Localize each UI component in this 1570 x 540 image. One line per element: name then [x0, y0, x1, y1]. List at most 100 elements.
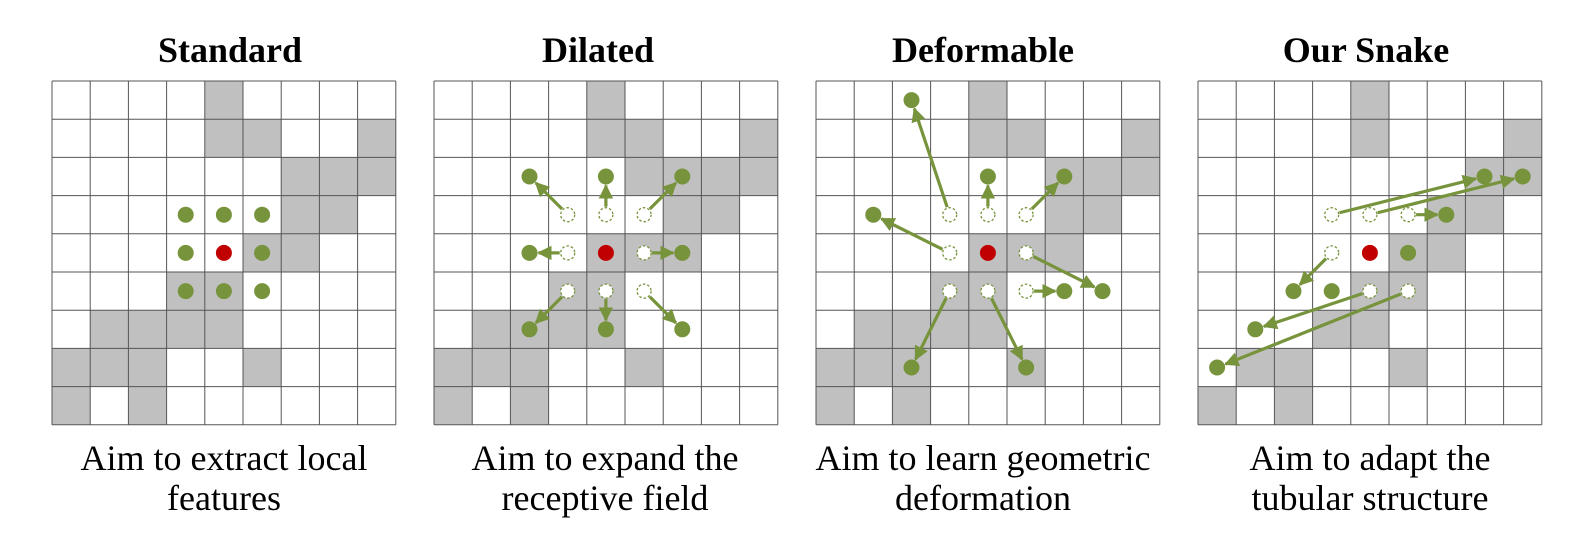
original-position-marker: [560, 283, 576, 299]
panel-title-our-snake: Our Snake: [1283, 30, 1449, 70]
caption-dilated-line-1: Aim to expand the: [472, 438, 739, 478]
original-position-marker: [1324, 245, 1340, 261]
grid-standard: [51, 80, 397, 426]
original-position-marker: [1018, 245, 1034, 261]
offset-arrow: [1032, 255, 1096, 289]
sampling-point: [521, 168, 538, 185]
shaded-cell: [281, 195, 320, 234]
sampling-point: [1285, 283, 1302, 300]
grid-our-snake: [1197, 80, 1543, 426]
shaded-cell: [166, 310, 205, 349]
shaded-cell: [1350, 81, 1389, 120]
caption-standard-line-1: Aim to extract local: [81, 438, 368, 478]
offset-arrow: [1262, 292, 1363, 330]
shaded-cell: [1389, 348, 1428, 387]
shaded-cell: [243, 348, 282, 387]
offset-arrow: [1377, 174, 1516, 215]
shaded-cell: [1503, 119, 1542, 158]
shaded-cell: [1274, 348, 1313, 387]
original-position-marker: [598, 283, 614, 299]
sampling-point: [597, 321, 614, 338]
caption-dilated-line-2: receptive field: [502, 478, 709, 518]
sampling-point: [903, 92, 920, 109]
sampling-point: [1514, 168, 1531, 185]
original-position-marker: [1018, 283, 1034, 299]
sampling-point: [865, 206, 882, 223]
shaded-cell: [586, 81, 625, 120]
sampling-point: [1056, 283, 1073, 300]
offset-arrow: [1339, 174, 1478, 215]
shaded-cell: [319, 195, 358, 234]
sampling-point: [177, 244, 194, 261]
shaded-cell: [968, 119, 1007, 158]
offset-arrow: [914, 297, 948, 361]
shaded-cell: [548, 310, 587, 349]
shaded-cell: [204, 81, 243, 120]
shaded-cell: [1083, 157, 1122, 196]
offset-arrow: [990, 297, 1024, 361]
center-point: [979, 244, 996, 261]
shaded-cell: [510, 348, 549, 387]
shaded-cell: [625, 157, 664, 196]
original-position-marker: [1400, 283, 1416, 299]
shaded-cell: [434, 386, 473, 425]
shaded-cell: [625, 119, 664, 158]
shaded-cell: [204, 119, 243, 158]
shaded-cell: [816, 348, 855, 387]
sampling-point: [1476, 168, 1493, 185]
sampling-point: [254, 206, 271, 223]
shaded-cell: [1007, 119, 1046, 158]
caption-deformable-line-1: Aim to learn geometric: [816, 438, 1151, 478]
sampling-point: [215, 283, 232, 300]
sampling-point: [177, 206, 194, 223]
sampling-point: [1323, 283, 1340, 300]
shaded-cell: [739, 119, 778, 158]
original-position-marker: [636, 245, 652, 261]
sampling-point: [1056, 168, 1073, 185]
offset-arrow: [880, 217, 944, 251]
sampling-point: [1438, 206, 1455, 223]
shaded-cell: [357, 157, 396, 196]
shaded-cell: [586, 119, 625, 158]
sampling-point: [1247, 321, 1264, 338]
shaded-cell: [1121, 157, 1160, 196]
shaded-cell: [1427, 233, 1466, 272]
sampling-point: [1209, 359, 1226, 376]
original-position-marker: [1324, 207, 1340, 223]
shaded-cell: [204, 310, 243, 349]
panel-our-snake: Our Snake Aim to adapt the tubular struc…: [1197, 30, 1543, 518]
shaded-cell: [1198, 386, 1237, 425]
offset-arrow: [911, 107, 949, 208]
sampling-point: [903, 359, 920, 376]
sampling-point: [215, 206, 232, 223]
shaded-cell: [892, 386, 931, 425]
caption-our-snake-line-2: tubular structure: [1252, 478, 1489, 518]
shaded-cell: [1121, 119, 1160, 158]
original-position-marker: [980, 207, 996, 223]
panel-dilated: Dilated Aim to expand the receptive fiel…: [433, 30, 779, 518]
sampling-point: [1018, 359, 1035, 376]
sampling-point: [1400, 244, 1417, 261]
original-position-marker: [560, 245, 576, 261]
shaded-cell: [1045, 195, 1084, 234]
sampling-point: [597, 168, 614, 185]
shaded-cell: [1350, 119, 1389, 158]
panel-title-dilated: Dilated: [542, 30, 654, 70]
shaded-cell: [128, 310, 167, 349]
offset-arrow: [1298, 257, 1328, 286]
shaded-cell: [434, 348, 473, 387]
shaded-cell: [472, 348, 511, 387]
center-point: [1361, 244, 1378, 261]
shaded-cell: [90, 348, 129, 387]
shaded-cell: [1236, 348, 1275, 387]
offset-arrow: [1030, 181, 1060, 211]
original-position-marker: [942, 207, 958, 223]
shaded-cell: [1083, 195, 1122, 234]
caption-deformable-line-2: deformation: [895, 478, 1071, 518]
sampling-point: [979, 168, 996, 185]
original-position-marker: [1362, 283, 1378, 299]
original-position-marker: [980, 283, 996, 299]
sampling-point: [177, 283, 194, 300]
shaded-cell: [854, 310, 893, 349]
shaded-cell: [701, 157, 740, 196]
